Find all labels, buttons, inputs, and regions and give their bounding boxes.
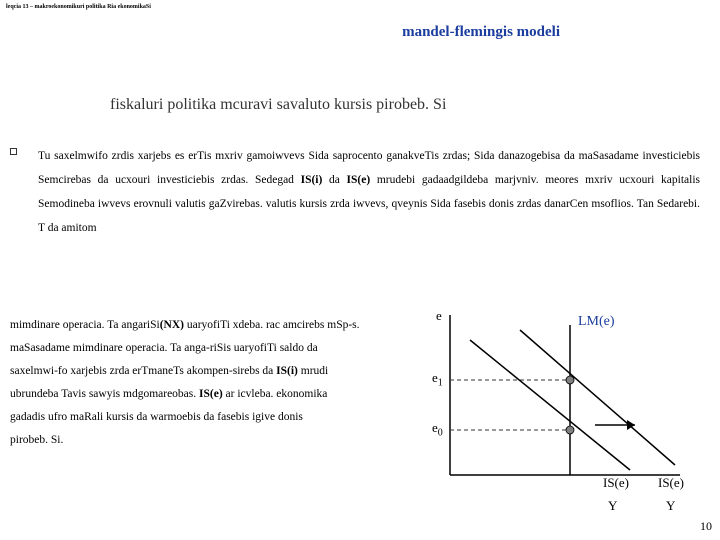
y-label-1: Y (608, 498, 617, 514)
lower-4a: ubrundeba Tavis sawyis mdgomareobas. (10, 388, 199, 400)
is-e-ref: IS(e) (347, 174, 371, 186)
e0-sub: 0 (438, 428, 443, 439)
page-number: 10 (700, 519, 712, 534)
lower-2: maSasadame mimdinare operacia. Ta anga-r… (10, 342, 318, 354)
lower-5: gadadis ufro maRali kursis da warmoebis … (10, 411, 303, 423)
lower-4b: ar icvleba. ekonomika (223, 388, 328, 400)
lm-label: LM(e) (578, 314, 615, 330)
is-lm-chart: e LM(e) e1 e0 IS(e) IS(e) Y Y (430, 310, 690, 510)
page-title: mandel-flemingis modeli (0, 24, 680, 41)
lower-1a: mimdinare operacia. Ta angariSi (10, 319, 160, 331)
chapter-label: leqcia 13 – makroekonomikuri politika Ri… (6, 4, 151, 10)
e-axis-label: e (436, 308, 442, 324)
e1-label: e1 (432, 370, 443, 389)
lower-6: pirobeb. Si. (10, 434, 63, 446)
body-text-3: da (329, 174, 347, 186)
bullet-marker (10, 148, 17, 155)
e1-sub: 1 (438, 378, 443, 389)
lower-3a: saxelmwi-fo xarjebis zrda erTmaneTs akom… (10, 365, 276, 377)
dot-e1 (566, 376, 574, 384)
chart-svg (430, 310, 690, 510)
is-curve-2 (520, 330, 675, 465)
y-label-2: Y (666, 498, 675, 514)
is-e-label-1: IS(e) (603, 475, 629, 491)
subtitle: fiskaluri politika mcuravi savaluto kurs… (110, 96, 446, 114)
body-text-4: mrudebi gadaadgildeba marjvniv. meores m… (377, 174, 619, 186)
is-i-ref: IS(i) (301, 174, 323, 186)
is-e-ref-2: IS(e) (199, 388, 223, 400)
nx-ref: (NX) (160, 319, 184, 331)
e0-label: e0 (432, 420, 443, 439)
lower-paragraph: mimdinare operacia. Ta angariSi(NX) uary… (10, 314, 405, 452)
is-e-label-2: IS(e) (658, 475, 684, 491)
dot-e0 (566, 426, 574, 434)
is-i-ref-2: IS(i) (276, 365, 298, 377)
body-paragraph: Tu saxelmwifo zrdis xarjebs es erTis mxr… (38, 144, 700, 241)
lower-3b: mrudi (298, 365, 328, 377)
body-text-1: Tu saxelmwifo zrdis xarjebs es erTis mxr… (38, 150, 643, 162)
lower-1b: uaryofiTi xdeba. rac amcirebs mSp-s. (184, 319, 360, 331)
